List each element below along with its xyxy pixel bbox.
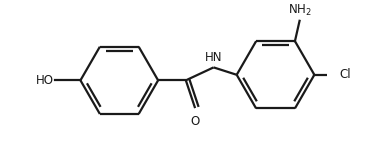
Text: HN: HN bbox=[205, 51, 222, 64]
Text: HO: HO bbox=[36, 74, 54, 87]
Text: O: O bbox=[191, 115, 200, 128]
Text: NH$_2$: NH$_2$ bbox=[288, 3, 311, 18]
Text: Cl: Cl bbox=[339, 68, 351, 81]
